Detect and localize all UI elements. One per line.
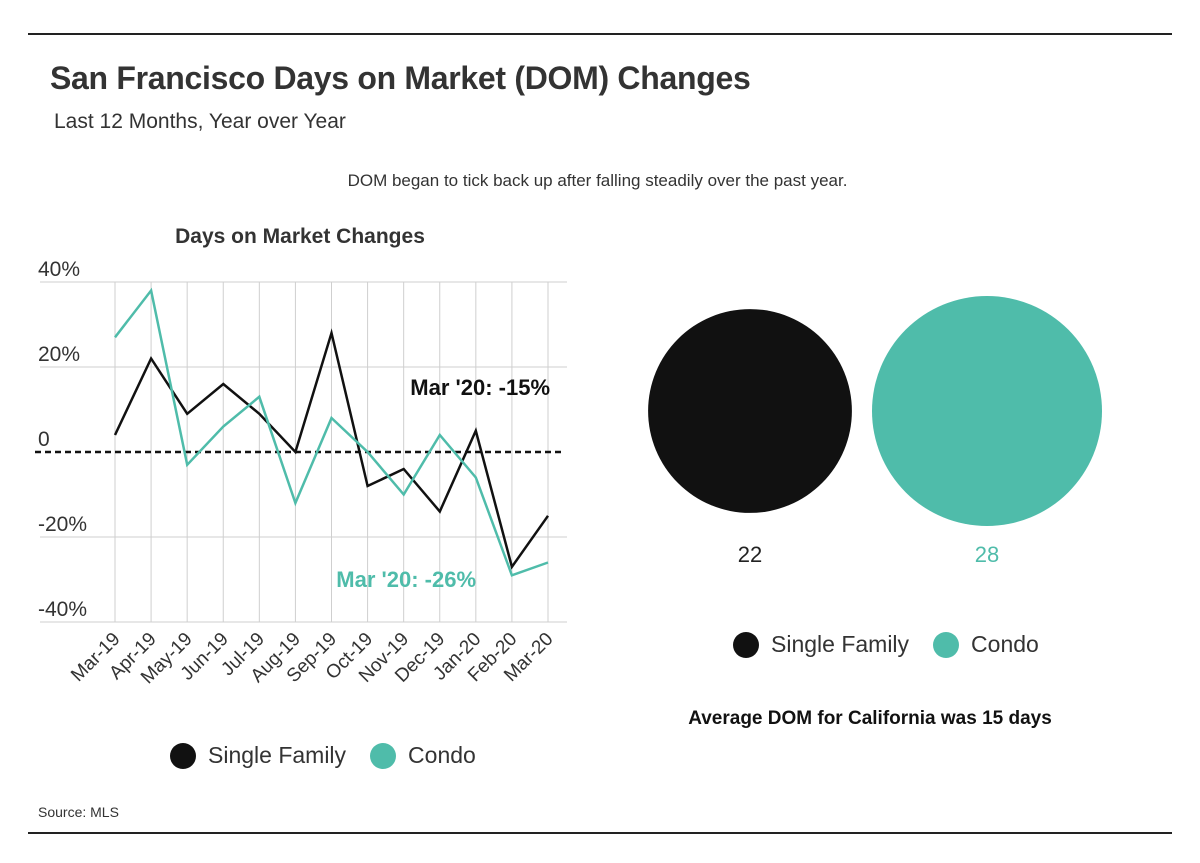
page-title: San Francisco Days on Market (DOM) Chang… — [50, 60, 751, 96]
annotation-single-family: Mar '20: -15% — [410, 375, 550, 400]
y-tick-label: -40% — [38, 598, 87, 621]
legend-item-condo: Condo — [370, 742, 476, 769]
line-chart-legend: Single Family Condo — [170, 742, 490, 769]
bubble-value-condo: 28 — [975, 542, 999, 567]
bubble-chart-legend: Single Family Condo — [733, 631, 1053, 658]
top-rule — [28, 33, 1172, 35]
legend-dot-single-family — [170, 742, 196, 769]
line-chart-title: Days on Market Changes — [175, 225, 425, 248]
bubble-chart-caption: Average DOM for California was 15 days — [688, 708, 1052, 729]
legend-item-single-family: Single Family — [170, 742, 346, 769]
y-tick-label: 0 — [38, 428, 50, 451]
legend-label-single-family: Single Family — [208, 742, 347, 768]
source-note: Source: MLS — [38, 804, 119, 820]
line-chart-y-axis: 40% 20% 0 -20% -40% — [38, 258, 87, 621]
line-chart-series — [113, 287, 550, 577]
y-tick-label: 40% — [38, 258, 80, 281]
bubble-condo — [872, 296, 1102, 526]
legend-dot-condo — [370, 742, 397, 769]
bubble-chart-marks: 22 28 — [648, 296, 1102, 567]
legend-label-condo: Condo — [408, 742, 476, 768]
chart-note: DOM began to tick back up after falling … — [347, 171, 848, 190]
bubble-single-family — [648, 309, 852, 513]
legend-dot-condo — [933, 631, 960, 658]
line-chart: 40% 20% 0 -20% -40% Mar-19Apr-19May-19Jun-19… — [35, 258, 567, 689]
legend-item-single-family: Single Family — [733, 631, 909, 658]
bubble-value-single-family: 22 — [738, 542, 762, 567]
series-line-single-family — [113, 328, 550, 570]
y-tick-label: -20% — [38, 513, 87, 536]
bubble-chart: 22 28 — [648, 296, 1102, 567]
annotation-condo: Mar '20: -26% — [336, 567, 476, 592]
line-chart-x-axis: Mar-19Apr-19May-19Jun-19Jul-19Aug-19Sep-… — [67, 629, 557, 689]
legend-label-single-family: Single Family — [771, 631, 910, 657]
legend-label-condo: Condo — [971, 631, 1039, 657]
y-tick-label: 20% — [38, 343, 80, 366]
bottom-rule — [28, 832, 1172, 834]
legend-item-condo: Condo — [933, 631, 1039, 658]
series-line-condo — [114, 287, 549, 577]
legend-dot-single-family — [733, 631, 759, 658]
page-subtitle: Last 12 Months, Year over Year — [54, 110, 346, 133]
line-chart-grid — [35, 281, 567, 623]
line-chart-annotations: Mar '20: -15% Mar '20: -26% — [336, 375, 550, 592]
